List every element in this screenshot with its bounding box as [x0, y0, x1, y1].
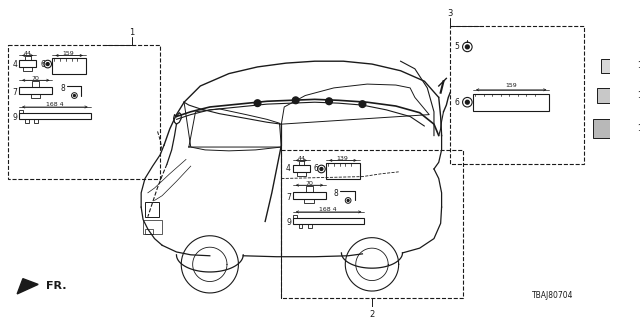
- Text: 6: 6: [314, 164, 319, 173]
- Bar: [52, 58, 86, 74]
- Circle shape: [292, 97, 299, 104]
- Text: 70: 70: [31, 76, 39, 81]
- Circle shape: [465, 45, 469, 49]
- Bar: [33, 81, 39, 87]
- Text: 8: 8: [60, 84, 65, 93]
- Bar: [473, 94, 549, 111]
- Bar: [293, 215, 296, 218]
- Text: 9: 9: [286, 218, 291, 227]
- Bar: [145, 229, 152, 234]
- Text: 159: 159: [63, 51, 74, 56]
- Bar: [293, 218, 364, 224]
- Text: 1: 1: [129, 28, 134, 37]
- Polygon shape: [17, 279, 38, 294]
- Circle shape: [74, 95, 76, 97]
- Circle shape: [46, 63, 49, 66]
- Bar: [143, 220, 162, 234]
- Text: 4: 4: [286, 164, 291, 173]
- Text: 4: 4: [12, 60, 17, 68]
- Bar: [23, 67, 33, 71]
- Text: 7: 7: [12, 88, 17, 97]
- Bar: [450, 26, 584, 164]
- Text: 44: 44: [298, 156, 305, 161]
- Text: 8: 8: [334, 189, 339, 198]
- Circle shape: [326, 98, 332, 105]
- Bar: [308, 224, 312, 228]
- Text: FR.: FR.: [46, 281, 67, 291]
- Text: 6: 6: [40, 60, 45, 68]
- Bar: [306, 186, 313, 192]
- Circle shape: [320, 168, 323, 171]
- Text: 11: 11: [637, 91, 640, 100]
- Text: 12: 12: [637, 61, 640, 70]
- Bar: [298, 224, 302, 228]
- Text: 70: 70: [305, 181, 313, 186]
- Circle shape: [254, 100, 261, 107]
- Circle shape: [359, 101, 366, 108]
- Bar: [597, 88, 630, 103]
- Text: 9: 9: [12, 113, 17, 122]
- Bar: [25, 56, 31, 60]
- Circle shape: [347, 199, 349, 201]
- Text: 2: 2: [369, 310, 374, 319]
- Bar: [19, 113, 91, 119]
- Bar: [35, 119, 38, 123]
- Bar: [19, 60, 36, 67]
- Bar: [25, 119, 29, 123]
- Text: 3: 3: [447, 9, 453, 18]
- Bar: [282, 150, 463, 298]
- Bar: [145, 202, 159, 217]
- Text: 44: 44: [24, 51, 31, 56]
- Text: 168 4: 168 4: [319, 206, 337, 212]
- Text: 168 4: 168 4: [45, 102, 63, 107]
- Bar: [304, 198, 314, 203]
- Bar: [19, 110, 23, 113]
- Text: 10: 10: [637, 124, 640, 133]
- Bar: [31, 94, 40, 98]
- Bar: [8, 45, 160, 179]
- Text: 5: 5: [455, 42, 460, 52]
- Text: TBAJ80704: TBAJ80704: [532, 291, 574, 300]
- Bar: [19, 87, 52, 94]
- Bar: [593, 119, 632, 139]
- Bar: [326, 163, 360, 179]
- Bar: [298, 161, 304, 165]
- Bar: [293, 192, 326, 198]
- Text: 7: 7: [286, 193, 291, 202]
- Text: 139: 139: [337, 156, 348, 161]
- Text: 6: 6: [455, 98, 460, 107]
- Bar: [601, 59, 628, 73]
- Circle shape: [465, 100, 469, 104]
- Bar: [293, 165, 310, 172]
- Text: 159: 159: [506, 84, 517, 89]
- Bar: [296, 172, 306, 176]
